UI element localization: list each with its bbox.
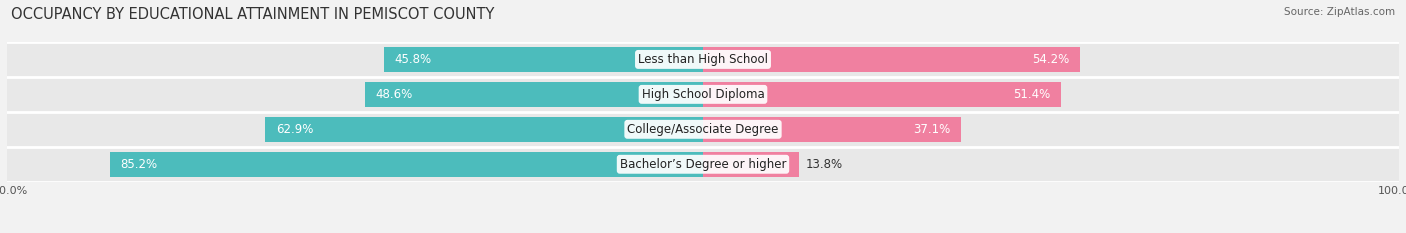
Bar (7, 42, 1399, 77)
Bar (703, 152, 799, 177)
Bar (384, 47, 703, 72)
Text: 51.4%: 51.4% (1014, 88, 1050, 101)
Text: College/Associate Degree: College/Associate Degree (627, 123, 779, 136)
Text: Less than High School: Less than High School (638, 53, 768, 66)
Text: Source: ZipAtlas.com: Source: ZipAtlas.com (1284, 7, 1395, 17)
Bar (7, 77, 1399, 112)
Bar (364, 82, 703, 107)
Text: Bachelor’s Degree or higher: Bachelor’s Degree or higher (620, 158, 786, 171)
Text: 48.6%: 48.6% (375, 88, 412, 101)
Legend: Owner-occupied, Renter-occupied: Owner-occupied, Renter-occupied (572, 230, 834, 233)
Text: OCCUPANCY BY EDUCATIONAL ATTAINMENT IN PEMISCOT COUNTY: OCCUPANCY BY EDUCATIONAL ATTAINMENT IN P… (11, 7, 495, 22)
Bar (110, 152, 703, 177)
Text: High School Diploma: High School Diploma (641, 88, 765, 101)
Bar (703, 117, 962, 142)
Text: 13.8%: 13.8% (806, 158, 844, 171)
Text: 85.2%: 85.2% (121, 158, 157, 171)
Text: 45.8%: 45.8% (395, 53, 432, 66)
Bar (703, 47, 1080, 72)
Bar (266, 117, 703, 142)
Text: 37.1%: 37.1% (914, 123, 950, 136)
Bar (7, 147, 1399, 182)
Text: 62.9%: 62.9% (276, 123, 314, 136)
Bar (703, 82, 1060, 107)
Bar (7, 112, 1399, 147)
Text: 54.2%: 54.2% (1032, 53, 1070, 66)
